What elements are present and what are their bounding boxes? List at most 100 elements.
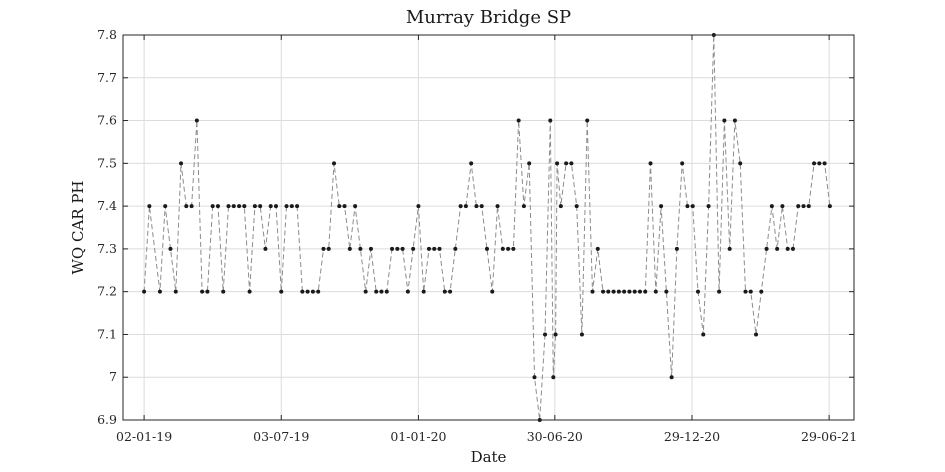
- data-point: [674, 246, 679, 251]
- x-axis-label: Date: [471, 448, 507, 466]
- data-point: [616, 289, 621, 294]
- y-tick-label: 7.8: [97, 27, 117, 42]
- x-tick-label: 01-01-20: [390, 429, 446, 444]
- x-tick-label: 03-07-19: [253, 429, 309, 444]
- data-point: [237, 204, 242, 209]
- data-point: [680, 161, 685, 166]
- data-point: [495, 204, 500, 209]
- data-point: [812, 161, 817, 166]
- data-point: [685, 204, 690, 209]
- data-point: [215, 204, 220, 209]
- data-point: [521, 204, 526, 209]
- data-point: [310, 289, 315, 294]
- data-point: [796, 204, 801, 209]
- data-point: [289, 204, 294, 209]
- data-point: [163, 204, 168, 209]
- data-point: [368, 246, 373, 251]
- data-point: [332, 161, 337, 166]
- data-point: [611, 289, 616, 294]
- data-point: [743, 289, 748, 294]
- data-point: [806, 204, 811, 209]
- data-point: [664, 289, 669, 294]
- y-tick-label: 7: [109, 369, 117, 384]
- data-point: [555, 161, 560, 166]
- data-point: [759, 289, 764, 294]
- data-point: [569, 161, 574, 166]
- data-point: [479, 204, 484, 209]
- data-point: [205, 289, 210, 294]
- data-point: [421, 289, 426, 294]
- series-group: [142, 33, 832, 422]
- data-point: [295, 204, 300, 209]
- data-point: [659, 204, 664, 209]
- y-axis-label: WQ CAR PH: [69, 180, 87, 274]
- data-point: [764, 246, 769, 251]
- data-point: [748, 289, 753, 294]
- data-point: [706, 204, 711, 209]
- data-point: [732, 118, 737, 123]
- data-point: [326, 246, 331, 251]
- data-point: [184, 204, 189, 209]
- data-point: [194, 118, 199, 123]
- data-point: [564, 161, 569, 166]
- y-tick-labels: 6.9 7 7.1 7.2 7.3 7.4 7.5 7.6 7.7 7.8: [97, 27, 117, 427]
- y-tick-label: 7.7: [97, 70, 117, 85]
- data-point: [321, 246, 326, 251]
- data-point: [342, 204, 347, 209]
- data-point: [405, 289, 410, 294]
- data-point: [426, 246, 431, 251]
- data-point: [532, 375, 537, 380]
- data-point: [374, 289, 379, 294]
- data-point: [247, 289, 252, 294]
- data-point: [717, 289, 722, 294]
- data-point: [337, 204, 342, 209]
- data-point: [601, 289, 606, 294]
- data-point: [258, 204, 263, 209]
- data-point: [653, 289, 658, 294]
- data-point: [558, 204, 563, 209]
- data-point: [474, 204, 479, 209]
- data-point: [827, 204, 832, 209]
- data-point: [448, 289, 453, 294]
- data-point: [157, 289, 162, 294]
- data-point: [347, 246, 352, 251]
- data-point: [780, 204, 785, 209]
- data-point: [226, 204, 231, 209]
- data-point: [173, 289, 178, 294]
- data-point: [738, 161, 743, 166]
- grid-lines: [123, 34, 854, 421]
- data-point: [769, 204, 774, 209]
- data-point: [669, 375, 674, 380]
- data-point: [416, 204, 421, 209]
- data-point: [379, 289, 384, 294]
- x-tick-label: 29-12-20: [664, 429, 720, 444]
- data-point: [395, 246, 400, 251]
- data-point: [516, 118, 521, 123]
- data-point: [553, 332, 558, 337]
- data-point: [142, 289, 147, 294]
- data-point: [305, 289, 310, 294]
- data-point: [384, 289, 389, 294]
- y-tick-label: 6.9: [97, 412, 117, 427]
- data-point: [210, 204, 215, 209]
- y-tick-label: 7.4: [97, 198, 117, 213]
- data-point: [585, 118, 590, 123]
- data-point: [785, 246, 790, 251]
- data-point: [606, 289, 611, 294]
- data-point: [506, 246, 511, 251]
- plot-frame: [122, 34, 855, 421]
- data-point: [548, 118, 553, 123]
- data-point: [690, 204, 695, 209]
- data-point: [801, 204, 806, 209]
- data-point: [590, 289, 595, 294]
- data-point: [574, 204, 579, 209]
- data-point: [622, 289, 627, 294]
- data-point: [390, 246, 395, 251]
- data-point: [200, 289, 205, 294]
- data-point: [358, 246, 363, 251]
- data-point: [411, 246, 416, 251]
- data-point: [701, 332, 706, 337]
- data-point: [463, 204, 468, 209]
- data-point: [490, 289, 495, 294]
